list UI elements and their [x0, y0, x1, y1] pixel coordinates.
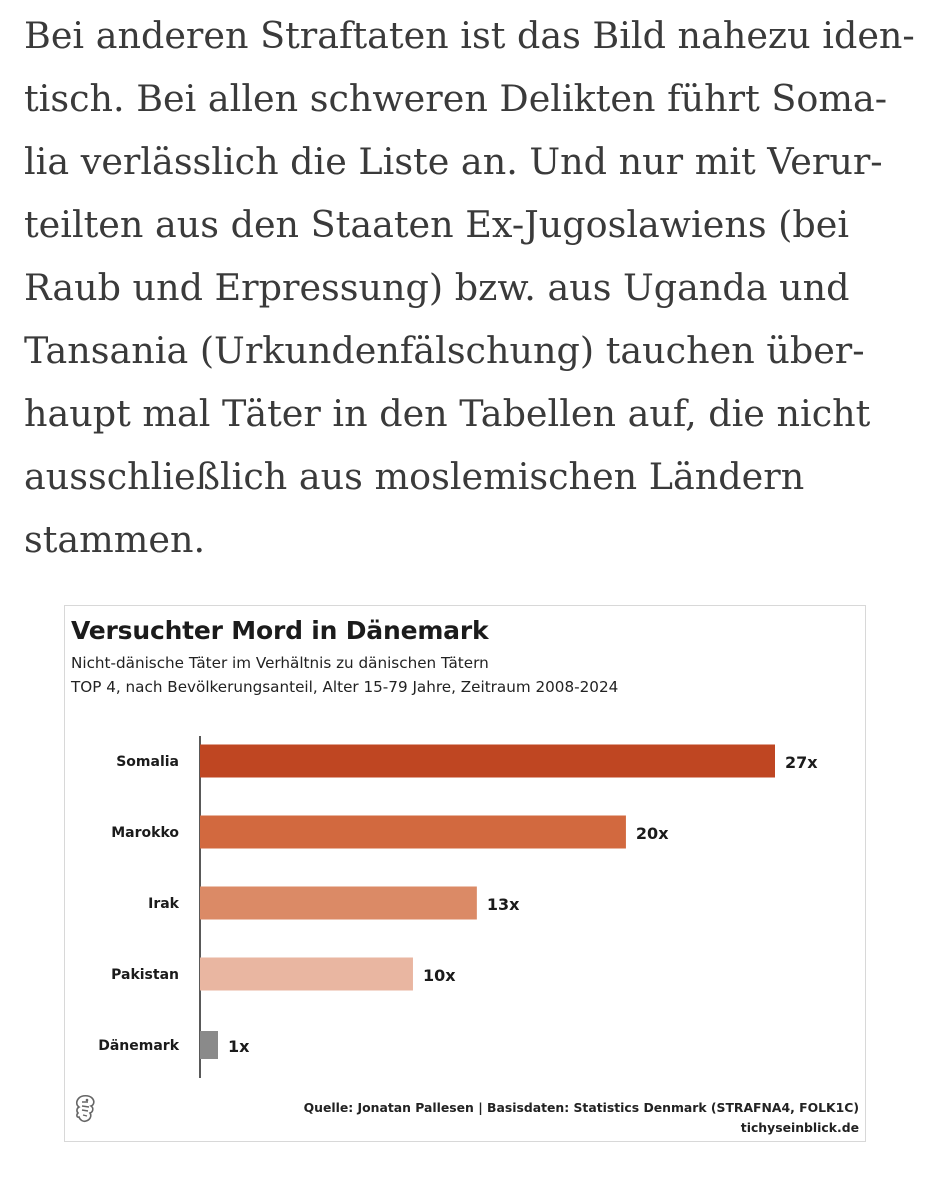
data-label: 20x [636, 824, 669, 843]
article-line: Bei anderen Straftaten ist das Bild nahe… [24, 14, 915, 57]
article-line: Tansania (Urkundenfälschung) tauchen übe… [24, 329, 865, 372]
article-text: Bei anderen Straftaten ist das Bild nahe… [24, 4, 915, 571]
chart-card: Versuchter Mord in Dänemark Nicht-dänisc… [64, 605, 866, 1142]
data-label: 13x [487, 895, 520, 914]
chart-source: Quelle: Jonatan Pallesen | Basisdaten: S… [303, 1100, 859, 1115]
bar [200, 957, 413, 991]
category-label: Pakistan [111, 967, 179, 983]
eagle-logo-icon [75, 1094, 95, 1123]
bar [200, 744, 775, 778]
data-label: 27x [785, 753, 818, 772]
chart-subtitle-2: TOP 4, nach Bevölkerungsanteil, Alter 15… [71, 678, 619, 696]
category-label: Somalia [116, 754, 179, 770]
article-line: lia verlässlich die Liste an. Und nur mi… [24, 140, 883, 183]
category-label: Dänemark [98, 1038, 179, 1054]
data-label: 10x [423, 966, 456, 985]
article-line: stammen. [24, 518, 206, 561]
bar-chart: Somalia 27x Marokko 20x Irak 13x Pakistan 10x Dä… [98, 736, 818, 1078]
bar [200, 1031, 218, 1059]
category-label: Irak [148, 896, 180, 912]
article-line: haupt mal Täter in den Tabellen auf, die… [24, 392, 871, 435]
data-label: 1x [228, 1037, 250, 1056]
chart-subtitle: Nicht-dänische Täter im Verhältnis zu dä… [71, 654, 489, 672]
bar [200, 886, 477, 920]
category-label: Marokko [111, 825, 179, 841]
article-line: tisch. Bei allen schweren Delikten führt… [24, 77, 888, 120]
chart-title: Versuchter Mord in Dänemark [71, 616, 489, 645]
chart-publisher: tichyseinblick.de [740, 1120, 859, 1135]
article-line: Raub und Erpressung) bzw. aus Uganda und [24, 266, 850, 309]
article-line: teilten aus den Staaten Ex-Jugoslawiens … [24, 203, 850, 246]
bar [200, 815, 626, 849]
article-line: ausschließlich aus moslemischen Ländern [24, 455, 805, 498]
